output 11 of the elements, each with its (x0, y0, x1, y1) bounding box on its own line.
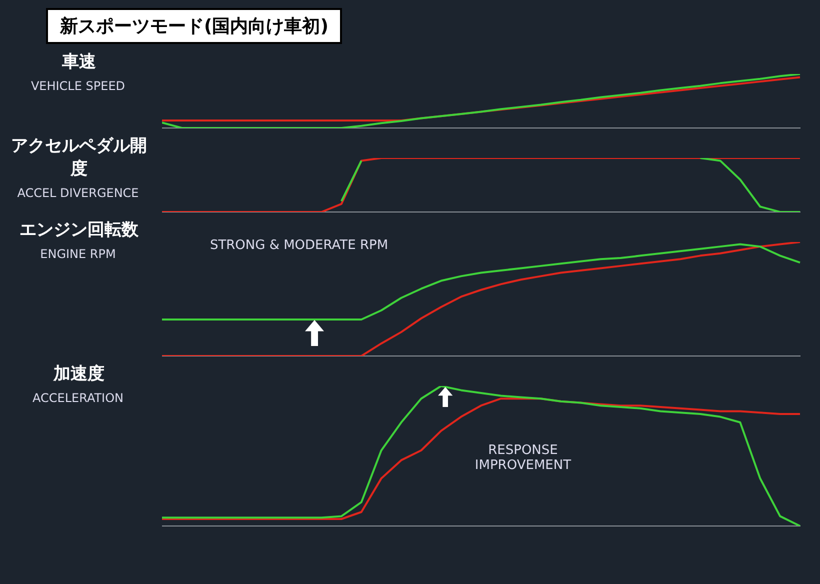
annotation: STRONG & MODERATE RPM (208, 237, 390, 255)
text: 新スポーツモード(国内向け車初) (46, 8, 342, 44)
y-axis-title: ENGINE RPM (39, 246, 117, 263)
y-axis-title: ACCELERATION (31, 390, 125, 407)
chart-title: 車速 (61, 51, 97, 73)
chart-title: エンジン回転数 (18, 219, 140, 241)
y-axis-title: VEHICLE SPEED (30, 78, 126, 95)
chart-title: アクセルペダル開度 (10, 135, 148, 180)
annotation: RESPONSE IMPROVEMENT (474, 442, 572, 475)
y-axis-title: ACCEL DIVERGENCE (16, 185, 140, 202)
chart-title: 加速度 (52, 363, 106, 385)
